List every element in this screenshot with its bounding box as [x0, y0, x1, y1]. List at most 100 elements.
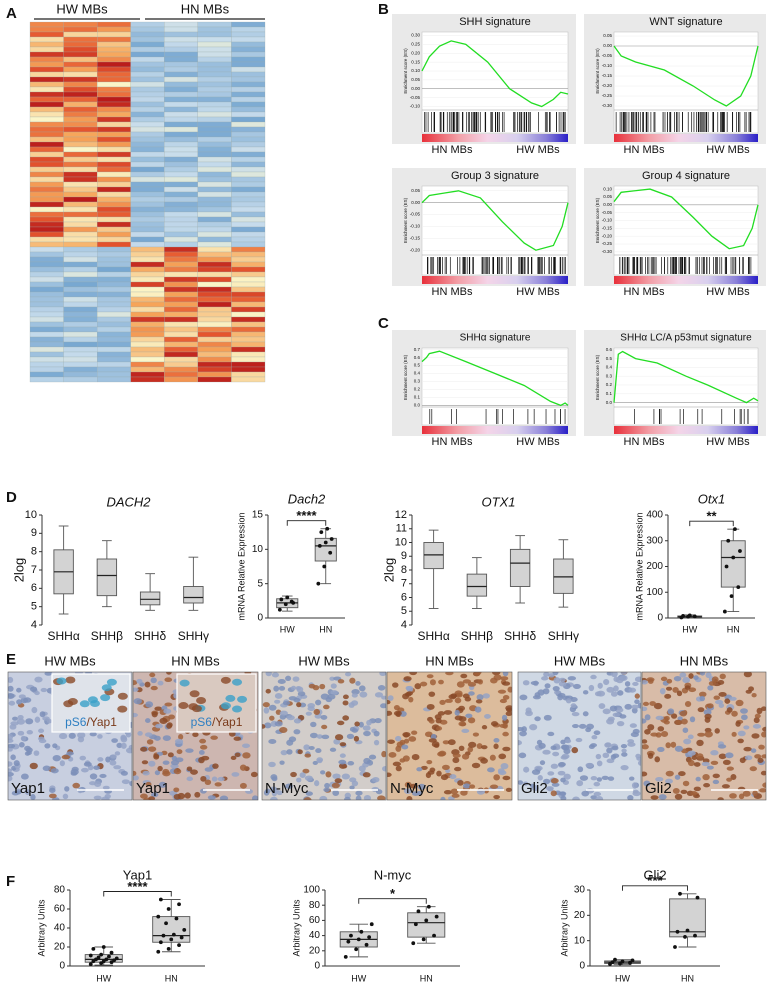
heatmap-cell	[29, 331, 64, 338]
heatmap-cell	[164, 266, 198, 273]
heatmap-cell	[130, 136, 165, 143]
nucleus	[59, 760, 65, 767]
nucleus	[693, 786, 701, 792]
micrograph-frame	[517, 671, 642, 801]
heatmap-cell	[164, 281, 198, 288]
nucleus	[701, 761, 710, 767]
heatmap-cell	[63, 21, 98, 28]
y-tick-label: 0	[257, 613, 263, 624]
heatmap-cell	[231, 21, 266, 28]
heatmap-cell	[97, 81, 131, 88]
heatmap-cell	[97, 171, 131, 178]
heatmap-cell	[197, 181, 232, 188]
nucleus	[242, 743, 251, 749]
nucleus	[358, 721, 364, 728]
heatmap-cell	[63, 71, 98, 78]
heatmap-cell	[231, 321, 266, 328]
nucleus	[502, 731, 509, 737]
heatmap-cell	[29, 231, 64, 238]
heatmap-cell	[63, 36, 98, 43]
x-tick-label: HN	[681, 973, 694, 983]
nucleus	[502, 722, 508, 729]
data-point	[693, 933, 697, 938]
plot-title: WNT signature	[649, 16, 722, 28]
nucleus	[374, 692, 384, 698]
heatmap-cell	[97, 251, 131, 258]
nucleus	[703, 709, 712, 716]
nucleus	[148, 746, 157, 752]
heatmap-cell	[164, 296, 198, 303]
heatmap-cell	[130, 371, 165, 378]
heatmap-cell	[63, 376, 98, 383]
nucleus	[428, 718, 435, 724]
heatmap-cell	[130, 146, 165, 153]
es-curve	[613, 350, 759, 404]
heatmap-cell	[97, 376, 131, 383]
nucleus	[760, 770, 766, 776]
nucleus	[377, 795, 386, 800]
data-point	[683, 934, 687, 939]
nucleus	[534, 692, 541, 698]
nucleus	[368, 754, 377, 760]
nucleus	[751, 733, 760, 739]
nucleus	[409, 672, 418, 676]
stain-label: Gli2	[645, 780, 672, 797]
nucleus	[426, 674, 434, 679]
heatmap-cell	[164, 156, 198, 163]
heatmap-cell	[164, 91, 198, 98]
nucleus	[558, 681, 567, 687]
heatmap-cell	[29, 276, 64, 283]
heatmap-cell	[29, 146, 64, 153]
nucleus	[484, 713, 491, 719]
heatmap-cell	[63, 281, 98, 288]
y-tick-label: 60	[54, 904, 66, 915]
data-point	[329, 537, 334, 541]
heatmap-cell	[63, 91, 98, 98]
nucleus	[672, 687, 679, 693]
nucleus	[48, 793, 57, 799]
nucleus	[319, 683, 326, 690]
data-point	[620, 959, 625, 964]
heatmap-cell	[97, 101, 131, 108]
nucleus	[30, 686, 38, 692]
nucleus	[18, 742, 25, 748]
heatmap-cell	[29, 201, 64, 208]
heatmap-cell	[63, 321, 98, 328]
heatmap-cell	[97, 361, 131, 368]
nucleus	[349, 726, 356, 732]
heatmap-cell	[164, 301, 198, 308]
nucleus	[44, 743, 51, 749]
nucleus	[363, 794, 372, 800]
inset-cell	[100, 694, 111, 702]
nucleus	[348, 702, 355, 708]
nucleus	[531, 769, 541, 775]
heatmap-cell	[29, 286, 64, 293]
nucleus	[393, 710, 402, 716]
nucleus	[634, 693, 640, 699]
nucleus	[279, 760, 285, 765]
nucleus	[133, 712, 138, 718]
heatmap-cell	[63, 206, 98, 213]
heatmap-cell	[29, 261, 64, 268]
heatmap-cell	[97, 206, 131, 213]
panel-letter: D	[6, 489, 17, 506]
data-point	[325, 526, 330, 531]
group-label: HN MBs	[181, 1, 230, 16]
nucleus	[414, 683, 422, 690]
nucleus	[392, 682, 399, 688]
nucleus	[606, 686, 615, 693]
nucleus	[286, 739, 294, 746]
heatmap-cell	[231, 131, 266, 138]
heatmap-cell	[231, 166, 266, 173]
heatmap-cell	[130, 246, 165, 253]
nucleus	[719, 673, 726, 680]
nucleus	[575, 737, 583, 743]
heatmap-cell	[197, 36, 232, 43]
box	[509, 548, 531, 587]
heatmap-cell	[164, 256, 198, 263]
heatmap-cell	[97, 66, 131, 73]
data-point	[687, 613, 692, 618]
nucleus	[743, 725, 750, 730]
y-tick-label: 0.6	[606, 347, 613, 352]
